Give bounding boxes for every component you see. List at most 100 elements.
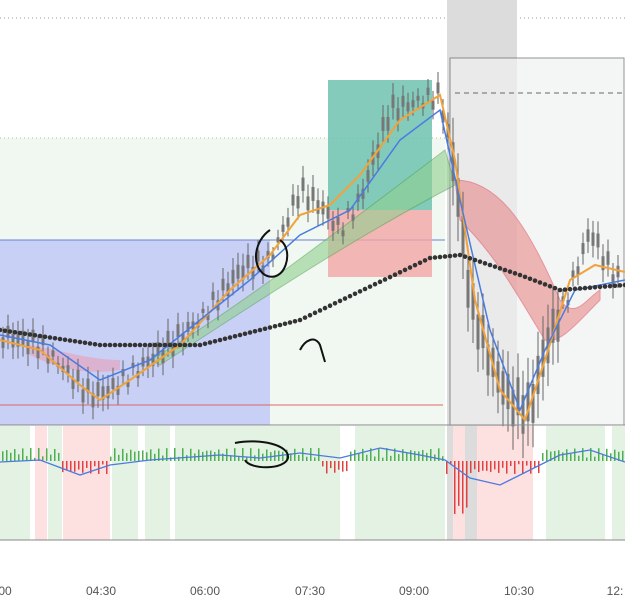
candle-body bbox=[301, 177, 305, 191]
candle-body bbox=[256, 250, 260, 262]
vwap-dot bbox=[157, 342, 163, 348]
vwap-dot bbox=[327, 303, 333, 308]
vwap-dot bbox=[257, 327, 263, 333]
hist-bar bbox=[46, 448, 48, 461]
hist-bar bbox=[186, 455, 188, 461]
hist-bar bbox=[538, 461, 540, 474]
hist-bar bbox=[58, 452, 60, 461]
vwap-dot bbox=[367, 284, 373, 289]
candle-body bbox=[436, 82, 440, 94]
candle-body bbox=[431, 100, 435, 110]
vwap-dot bbox=[297, 317, 303, 323]
x-tick-label: 06:00 bbox=[190, 584, 220, 598]
candle-body bbox=[226, 283, 230, 297]
osc-band bbox=[175, 426, 340, 540]
candle-body bbox=[561, 296, 565, 302]
hist-bar bbox=[418, 451, 420, 461]
hist-bar bbox=[174, 448, 176, 461]
hist-bar bbox=[562, 452, 564, 461]
vwap-dot bbox=[497, 266, 503, 271]
candle-body bbox=[131, 362, 135, 369]
hist-bar bbox=[334, 461, 336, 473]
candle-body bbox=[511, 389, 515, 427]
osc-band bbox=[63, 426, 110, 540]
vwap-dot bbox=[537, 280, 543, 285]
candle-body bbox=[606, 251, 610, 265]
hist-bar bbox=[502, 461, 504, 468]
candle-body bbox=[416, 95, 420, 101]
osc-band bbox=[48, 426, 62, 540]
vwap-dot bbox=[607, 283, 613, 289]
vwap-dot bbox=[77, 339, 83, 345]
vwap-dot bbox=[357, 289, 363, 294]
vwap-dot bbox=[292, 318, 298, 324]
vwap-dot bbox=[462, 254, 468, 259]
hist-bar bbox=[490, 461, 492, 472]
vwap-dot bbox=[372, 281, 378, 287]
candle-body bbox=[341, 230, 345, 237]
hist-bar bbox=[30, 448, 32, 461]
candle-body bbox=[156, 342, 160, 356]
candle-body bbox=[176, 324, 180, 338]
time-axis: 00 04:30 06:00 07:30 09:00 10:30 12: bbox=[0, 584, 623, 598]
candle-body bbox=[221, 278, 225, 291]
hist-bar bbox=[358, 453, 360, 461]
hist-bar bbox=[342, 461, 344, 472]
vwap-dot bbox=[192, 342, 198, 348]
hist-bar bbox=[114, 448, 116, 461]
hist-bar bbox=[454, 461, 456, 514]
vwap-dot bbox=[342, 296, 348, 301]
vwap-dot bbox=[377, 279, 383, 285]
hist-bar bbox=[394, 448, 396, 461]
hist-bar bbox=[118, 454, 120, 461]
scribble bbox=[299, 338, 326, 363]
hist-bar bbox=[614, 449, 616, 461]
hist-bar bbox=[42, 456, 44, 461]
hist-bar bbox=[498, 461, 500, 473]
vwap-dot bbox=[532, 278, 538, 283]
candle-body bbox=[396, 108, 400, 121]
hist-bar bbox=[374, 456, 376, 461]
vwap-dot bbox=[347, 293, 353, 299]
vwap-dot bbox=[112, 342, 118, 348]
vwap-dot bbox=[207, 340, 213, 345]
hist-bar bbox=[198, 449, 200, 461]
vwap-dot bbox=[472, 257, 478, 263]
osc-band bbox=[112, 426, 138, 540]
hist-bar bbox=[570, 453, 572, 461]
vwap-dot bbox=[362, 286, 368, 292]
hist-bar bbox=[2, 451, 4, 461]
vwap-dot bbox=[82, 340, 88, 346]
vwap-dot bbox=[612, 283, 618, 289]
candle-body bbox=[386, 116, 390, 131]
vwap-dot bbox=[352, 291, 358, 297]
vwap-dot bbox=[227, 335, 233, 340]
hist-bar bbox=[138, 450, 140, 461]
scribble bbox=[234, 440, 289, 469]
vwap-dot bbox=[0, 327, 3, 333]
hist-bar bbox=[22, 448, 24, 461]
candle-body bbox=[276, 237, 280, 243]
vwap-dot bbox=[22, 331, 28, 337]
candle-body bbox=[311, 186, 315, 201]
vwap-dot bbox=[2, 328, 8, 334]
candle-body bbox=[41, 335, 45, 346]
hist-bar bbox=[226, 448, 228, 461]
hist-bar bbox=[322, 461, 324, 467]
candle-body bbox=[71, 378, 75, 389]
vwap-dot bbox=[457, 252, 463, 258]
hist-bar bbox=[182, 448, 184, 461]
candle-body bbox=[596, 233, 600, 248]
vwap-dot bbox=[582, 285, 588, 291]
vwap-dot bbox=[567, 286, 573, 292]
candle-body bbox=[466, 269, 470, 308]
hist-bar bbox=[282, 451, 284, 461]
hist-bar bbox=[90, 461, 92, 474]
hist-bar bbox=[10, 452, 12, 461]
vwap-dot bbox=[162, 342, 168, 348]
slow-ma bbox=[0, 108, 625, 413]
vwap-dot bbox=[27, 332, 33, 337]
hist-bar bbox=[162, 455, 164, 461]
candle-body bbox=[251, 266, 255, 280]
hist-bar bbox=[74, 461, 76, 472]
